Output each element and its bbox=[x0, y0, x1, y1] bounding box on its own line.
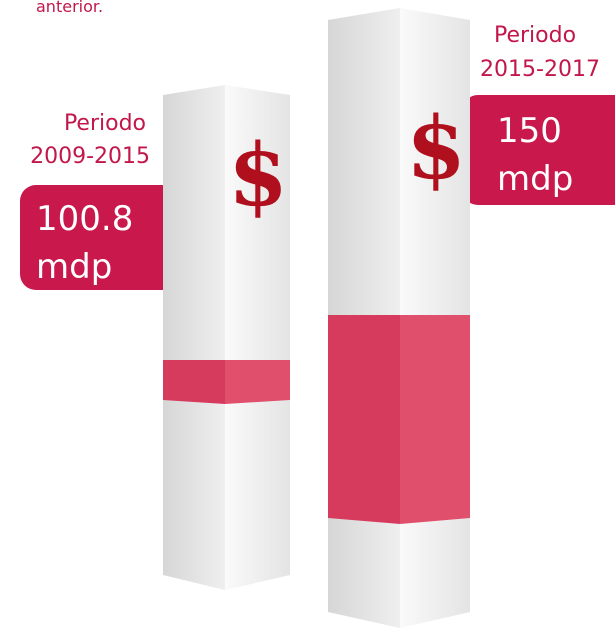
period-label: Periodo bbox=[494, 23, 576, 48]
dollar-icon: $ bbox=[228, 125, 288, 226]
period: 2015-2017 bbox=[480, 57, 600, 82]
infographic: anterior. $ $ Periodo 2009-2015 100.8 md… bbox=[0, 0, 615, 634]
intro-fragment: anterior. bbox=[36, 0, 103, 16]
amount: 150 bbox=[497, 111, 562, 151]
unit: mdp bbox=[36, 247, 112, 287]
amount: 100.8 bbox=[36, 199, 133, 239]
period: 2009-2015 bbox=[30, 144, 150, 169]
unit: mdp bbox=[497, 159, 573, 199]
dollar-icon: $ bbox=[406, 98, 466, 199]
period-label: Periodo bbox=[64, 111, 146, 136]
